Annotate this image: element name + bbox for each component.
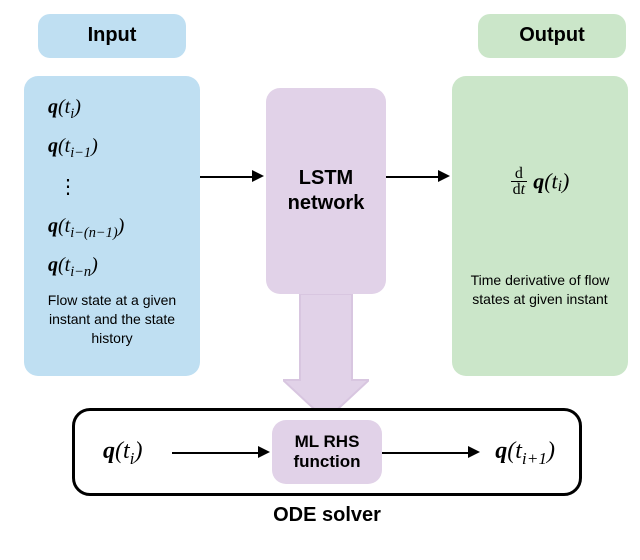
input-item-2: ⋮ — [58, 174, 188, 199]
input-item-4: q(ti−n) — [48, 254, 188, 277]
arrow-lstm-to-output-head — [438, 170, 450, 182]
mlrhs-box: ML RHS function — [272, 420, 382, 484]
arrow-qti-to-mlrhs — [172, 452, 260, 454]
input-item-3: q(ti−(n−1)) — [48, 215, 188, 238]
lstm-label-2: network — [288, 192, 365, 214]
output-body: d dt q(ti) Time derivative of flow state… — [452, 76, 628, 376]
big-arrow-icon — [283, 294, 369, 422]
output-derivative: d dt q(ti) — [464, 166, 616, 197]
output-header: Output — [478, 14, 626, 58]
lstm-label-1: LSTM — [299, 167, 353, 189]
ode-solver-label: ODE solver — [72, 504, 582, 527]
input-header-text: Input — [88, 24, 137, 46]
input-caption: Flow state at a given instant and the st… — [36, 291, 188, 348]
arrow-input-to-lstm-head — [252, 170, 264, 182]
input-item-1: q(ti−1) — [48, 135, 188, 158]
mlrhs-label-2: function — [293, 452, 360, 471]
arrow-mlrhs-to-qtip1 — [382, 452, 470, 454]
input-header: Input — [38, 14, 186, 58]
arrow-mlrhs-to-qtip1-head — [468, 446, 480, 458]
output-header-text: Output — [519, 24, 585, 46]
mlrhs-label-1: ML RHS — [295, 432, 360, 451]
ode-left-q: q(ti) — [103, 437, 142, 465]
arrow-input-to-lstm — [200, 176, 254, 178]
input-body: q(ti) q(ti−1) ⋮ q(ti−(n−1)) q(ti−n) Flow… — [24, 76, 200, 376]
input-item-0: q(ti) — [48, 96, 188, 119]
ode-right-q: q(ti+1) — [495, 437, 555, 465]
lstm-box: LSTM network — [266, 88, 386, 294]
arrow-lstm-to-output — [386, 176, 440, 178]
output-caption: Time derivative of flow states at given … — [464, 271, 616, 309]
arrow-qti-to-mlrhs-head — [258, 446, 270, 458]
